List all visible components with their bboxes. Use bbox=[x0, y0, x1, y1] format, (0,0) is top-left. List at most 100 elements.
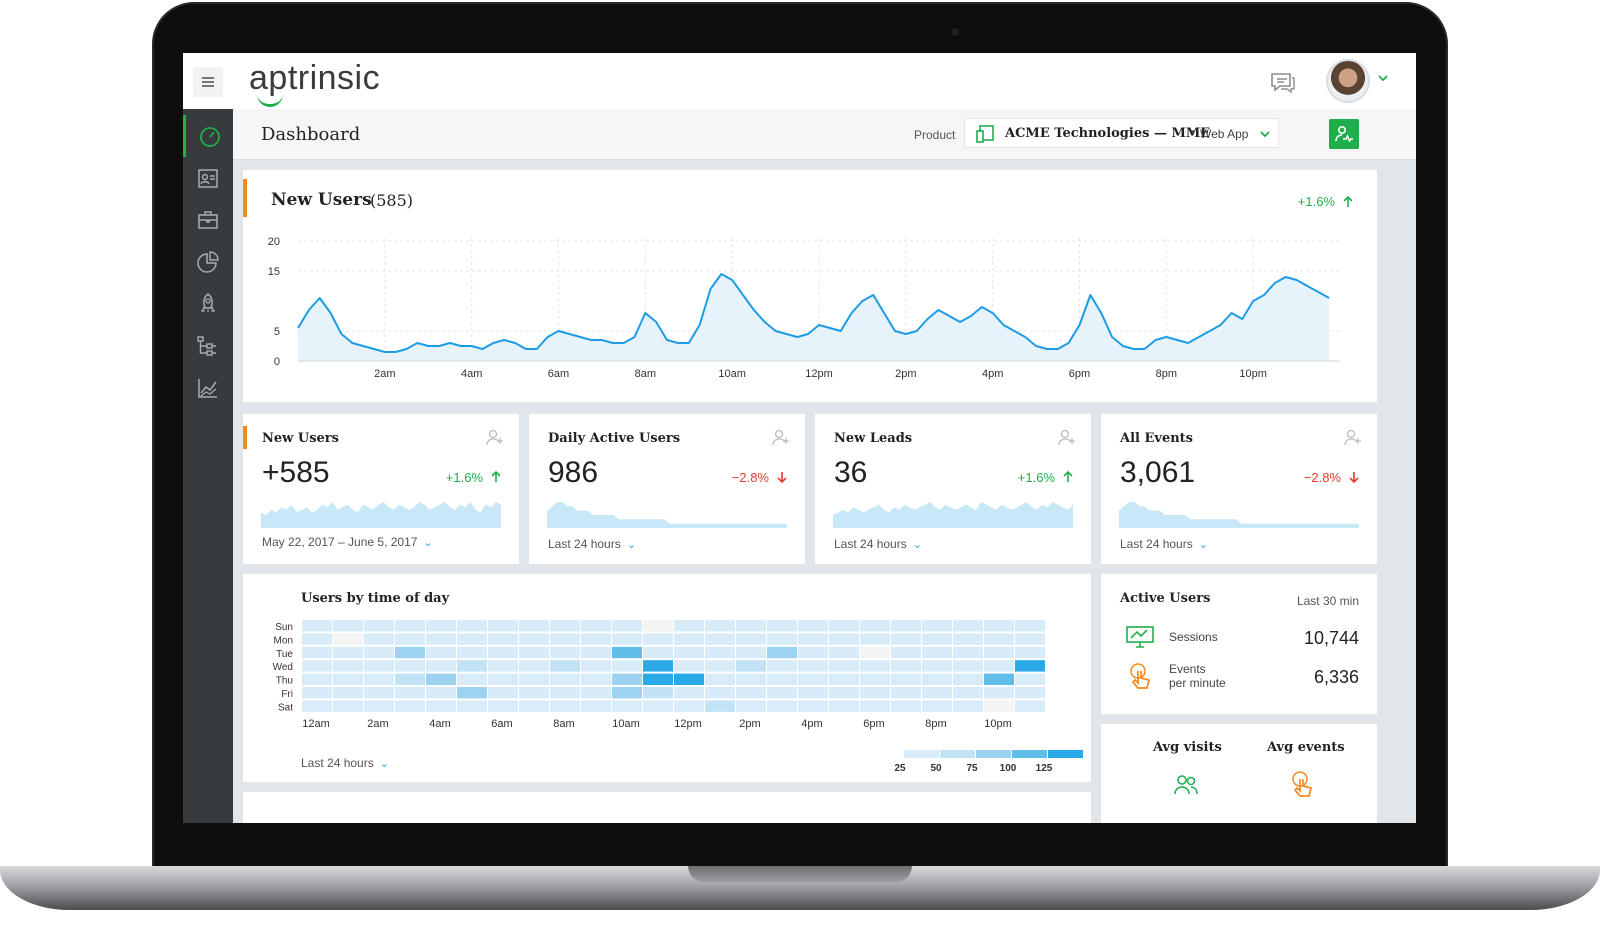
menu-button[interactable] bbox=[193, 67, 223, 97]
chat-icon[interactable] bbox=[1269, 71, 1297, 95]
arrow-up-icon bbox=[491, 470, 501, 482]
heatmap-cell bbox=[488, 673, 518, 685]
heatmap-cell bbox=[984, 660, 1014, 672]
heatmap-cell bbox=[519, 633, 549, 645]
kpi-title: New Users bbox=[262, 431, 339, 446]
chart-count: (585) bbox=[370, 191, 414, 210]
heatmap-cell bbox=[860, 633, 890, 645]
kpi-period-select[interactable]: Last 24 hours ⌄ bbox=[834, 537, 922, 551]
sparkline-area bbox=[547, 502, 787, 528]
heatmap-cell bbox=[767, 633, 797, 645]
heatmap-cell bbox=[302, 700, 332, 712]
heatmap-cell bbox=[395, 700, 425, 712]
heatmap-cell bbox=[674, 687, 704, 699]
heatmap-cell bbox=[550, 673, 580, 685]
heatmap-cell bbox=[984, 633, 1014, 645]
events-per-minute-value: 6,336 bbox=[1313, 667, 1359, 687]
arrow-down-icon bbox=[1349, 472, 1359, 484]
active-users-period: Last 30 min bbox=[1296, 594, 1359, 608]
hierarchy-icon bbox=[197, 336, 216, 356]
heatmap-cell bbox=[860, 620, 890, 632]
events-per-minute-label: Events per minute bbox=[1169, 662, 1226, 690]
sidebar-item-journeys[interactable] bbox=[183, 325, 233, 367]
product-separator: • bbox=[1191, 125, 1196, 139]
heatmap-cell bbox=[1015, 620, 1045, 632]
heatmap-cell bbox=[612, 646, 642, 659]
heatmap-period-select[interactable]: Last 24 hours ⌄ bbox=[301, 754, 389, 772]
heatmap-cell bbox=[395, 673, 425, 685]
heatmap-cell bbox=[612, 687, 642, 699]
heatmap-cell bbox=[953, 673, 983, 685]
heatmap-col-label: 6pm bbox=[863, 718, 884, 730]
briefcase-icon bbox=[198, 211, 218, 229]
legend-swatch bbox=[904, 750, 939, 758]
heatmap-col-label: 2pm bbox=[739, 718, 760, 730]
heatmap-cell bbox=[798, 646, 828, 659]
sidebar-item-engagements[interactable] bbox=[183, 283, 233, 325]
heatmap-cell bbox=[302, 660, 332, 672]
heatmap-cell bbox=[891, 646, 921, 659]
heatmap-cell bbox=[581, 633, 611, 645]
legend-swatch bbox=[940, 750, 975, 758]
sparkline-area bbox=[261, 502, 501, 528]
camera bbox=[951, 28, 959, 36]
heatmap-row-label: Sun bbox=[275, 622, 293, 633]
heatmap-cell bbox=[922, 620, 952, 632]
heatmap-period-label: Last 24 hours bbox=[301, 756, 374, 770]
heatmap-cell bbox=[798, 673, 828, 685]
chevron-down-icon[interactable] bbox=[1378, 74, 1388, 82]
add-user-icon bbox=[486, 429, 503, 446]
user-activity-button[interactable] bbox=[1329, 119, 1359, 149]
legend-label: 75 bbox=[966, 763, 978, 774]
touch-icon bbox=[1130, 663, 1151, 689]
laptop-notch bbox=[688, 866, 912, 882]
avatar[interactable] bbox=[1326, 59, 1370, 103]
sidebar-item-analytics[interactable] bbox=[183, 241, 233, 283]
rocket-icon bbox=[200, 293, 216, 312]
heatmap-cell bbox=[364, 687, 394, 699]
heatmap-cell bbox=[457, 633, 487, 645]
heatmap-col-label: 8am bbox=[553, 718, 574, 730]
kpi-period-select[interactable]: Last 24 hours ⌄ bbox=[548, 537, 636, 551]
heatmap-cell bbox=[705, 673, 735, 685]
heatmap-cell bbox=[674, 620, 704, 632]
heatmap-cell bbox=[798, 660, 828, 672]
heatmap-cell bbox=[736, 700, 766, 712]
heatmap-cell bbox=[333, 687, 363, 699]
chevron-down-icon: ⌄ bbox=[379, 758, 389, 770]
kpi-delta: −2.8% bbox=[1304, 469, 1359, 487]
kpi-period-select[interactable]: Last 24 hours ⌄ bbox=[1120, 537, 1208, 551]
heatmap-cell bbox=[953, 660, 983, 672]
heatmap-cell bbox=[364, 660, 394, 672]
sidebar-item-reports[interactable] bbox=[183, 367, 233, 409]
y-tick-label: 20 bbox=[268, 236, 280, 248]
chevron-down-icon bbox=[1260, 131, 1270, 138]
heatmap-cell bbox=[364, 620, 394, 632]
x-tick-label: 6am bbox=[548, 368, 569, 380]
heatmap-cell bbox=[426, 646, 456, 659]
heatmap-cell bbox=[767, 700, 797, 712]
sidebar-item-people[interactable] bbox=[183, 157, 233, 199]
kpi-period-label: Last 24 hours bbox=[1120, 537, 1193, 551]
product-select[interactable]: ACME Technologies — MME • Web App bbox=[964, 118, 1279, 148]
active-users-title: Active Users bbox=[1120, 591, 1211, 606]
users-icon bbox=[1174, 775, 1198, 795]
kpi-period-select[interactable]: May 22, 2017 – June 5, 2017 ⌄ bbox=[262, 535, 433, 549]
accent-bar bbox=[243, 179, 247, 217]
sidebar-item-dashboard[interactable] bbox=[183, 115, 233, 157]
kpi-value: 36 bbox=[834, 456, 868, 489]
heatmap-row-label: Fri bbox=[281, 689, 293, 700]
kpi-value: 3,061 bbox=[1120, 456, 1196, 489]
heatmap-cell bbox=[333, 646, 363, 659]
heatmap-cell bbox=[612, 660, 642, 672]
kpi-card: All Events 3,061 −2.8% Last 24 hours ⌄ bbox=[1101, 414, 1377, 564]
heatmap-cell bbox=[1015, 660, 1045, 672]
heatmap-cell bbox=[829, 687, 859, 699]
heatmap-col-label: 10pm bbox=[984, 718, 1012, 730]
heatmap-cell bbox=[674, 646, 704, 659]
heatmap-cell bbox=[643, 687, 673, 699]
sidebar-item-accounts[interactable] bbox=[183, 199, 233, 241]
arrow-down-icon bbox=[777, 472, 787, 484]
chevron-down-icon: ⌄ bbox=[1198, 539, 1208, 551]
kpi-value: 986 bbox=[548, 456, 599, 489]
